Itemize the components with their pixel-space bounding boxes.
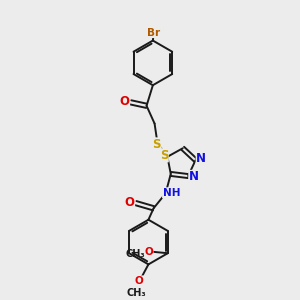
Text: N: N (189, 170, 199, 183)
Text: O: O (135, 276, 144, 286)
Text: O: O (124, 196, 134, 209)
Text: CH₃: CH₃ (126, 249, 145, 259)
Text: S: S (160, 149, 168, 162)
Text: Br: Br (147, 28, 160, 38)
Text: S: S (153, 138, 161, 151)
Text: O: O (144, 247, 153, 257)
Text: N: N (196, 152, 206, 165)
Text: CH₃: CH₃ (126, 288, 146, 298)
Text: O: O (119, 95, 130, 108)
Text: NH: NH (163, 188, 180, 198)
